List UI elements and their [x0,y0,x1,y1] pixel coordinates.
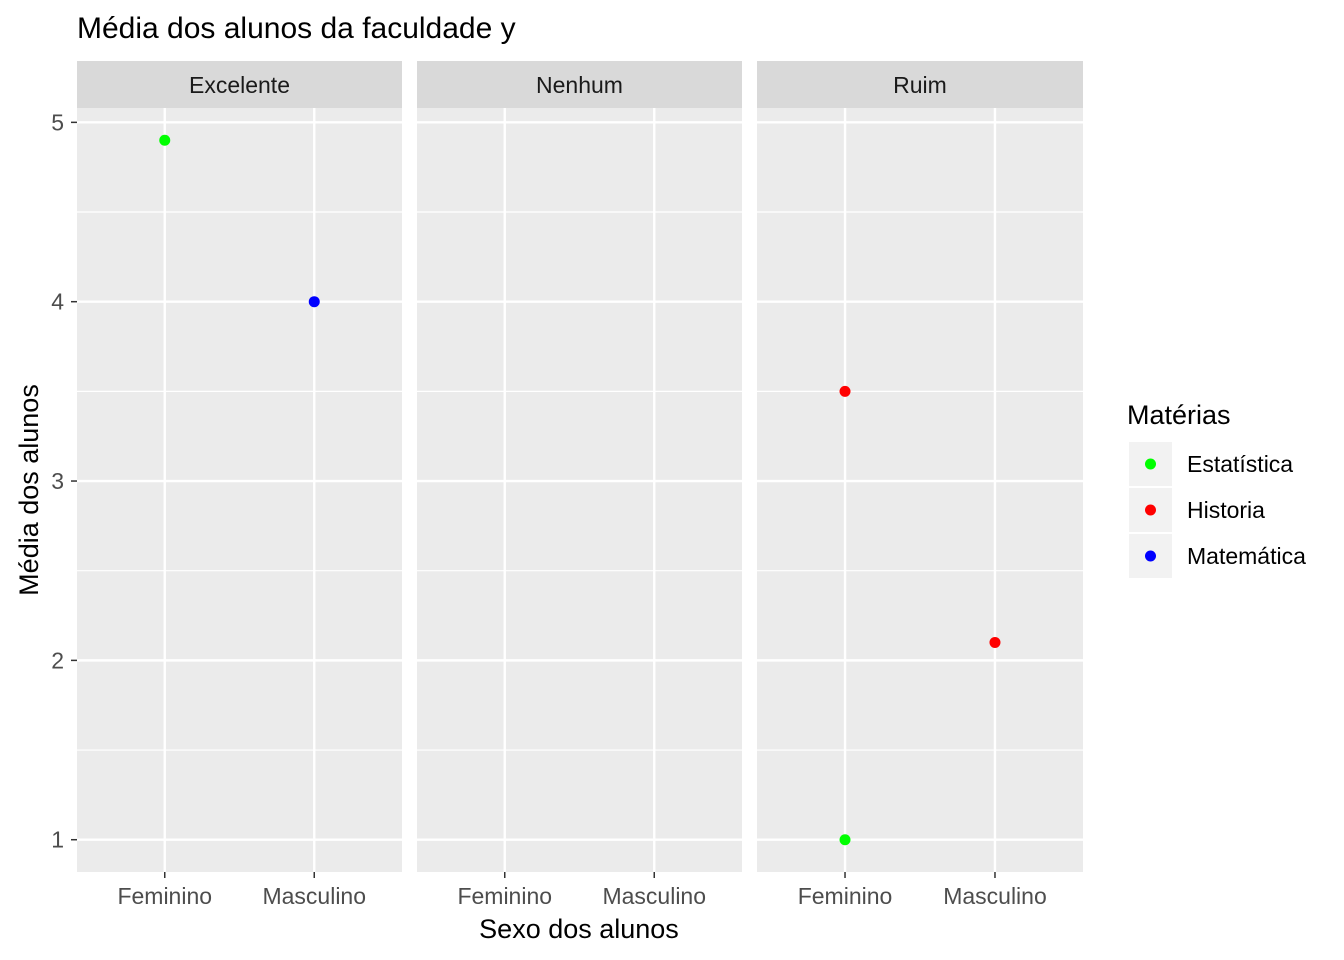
x-tick-label: Feminino [457,883,552,909]
legend-key-point [1145,504,1156,516]
legend-key-point [1145,458,1156,470]
legend-label: Historia [1187,497,1265,523]
y-tick-label: 3 [51,468,64,494]
facet-panels: Excelente Nenhum Ruim [77,61,1083,872]
x-tick-label: Feminino [798,883,893,909]
legend-entry: Historia [1129,488,1265,532]
panel-background [77,108,402,872]
facet-strip-label: Excelente [189,72,290,98]
y-axis-title: Média dos alunos [14,384,44,596]
legend-label: Matemática [1187,543,1306,569]
y-tick-label: 4 [51,289,64,315]
facet-strip [417,61,742,108]
data-point-historia [839,385,851,397]
legend-entry: Estatística [1129,442,1293,486]
legend-key-point [1145,550,1156,562]
facet-panel-ruim: Ruim [757,61,1083,872]
x-tick-label: Masculino [262,883,366,909]
legend-title: Matérias [1127,400,1231,430]
facet-strip [757,61,1083,108]
legend-entry: Matemática [1129,534,1306,578]
x-tick-label: Masculino [943,883,1047,909]
y-tick-label: 2 [51,647,64,673]
x-axis-title: Sexo dos alunos [479,914,679,944]
legend: Matérias Estatística Historia Matemática [1127,400,1306,578]
x-tick-label: Masculino [602,883,706,909]
facet-strip-label: Nenhum [536,72,623,98]
y-tick-label: 5 [51,109,64,135]
facet-panel-excelente: Excelente [77,61,402,872]
panel-background [417,108,742,872]
facet-strip-label: Ruim [893,72,947,98]
facet-strip [77,61,402,108]
x-axis: Feminino Masculino Feminino Masculino Femini… [117,872,1047,909]
x-tick-label: Feminino [117,883,212,909]
y-axis: 1 2 3 4 5 [51,109,77,853]
data-point-matemática [308,296,320,308]
data-point-historia [989,636,1001,648]
data-point-estatística [839,834,851,846]
data-point-estatística [159,134,171,146]
chart-title: Média dos alunos da faculdade y [77,12,516,45]
facet-panel-nenhum: Nenhum [417,61,742,872]
y-tick-label: 1 [51,827,64,853]
panel-background [757,108,1083,872]
legend-label: Estatística [1187,451,1293,477]
